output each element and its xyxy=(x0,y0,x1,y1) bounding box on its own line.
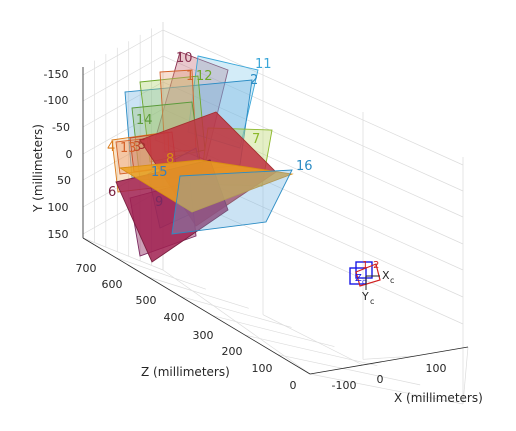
x-tick-label: 100 xyxy=(426,362,447,375)
plane-labels-layer: 10 112 121 14 7 4 133 15 5 9 6 8 16 xyxy=(107,51,313,210)
z-tick-label: 200 xyxy=(222,345,243,358)
grid-line xyxy=(245,334,378,367)
y-tick-label: -50 xyxy=(52,121,70,134)
y-tick-label: -100 xyxy=(44,94,69,107)
plane-label-8: 8 xyxy=(166,152,174,167)
plane-label-15: 15 xyxy=(151,165,168,180)
camera-z-label: Z xyxy=(355,273,362,284)
grid-line xyxy=(362,355,416,360)
camera-z-sub: c xyxy=(362,278,366,286)
grid-line xyxy=(262,314,363,366)
grid-line xyxy=(115,257,206,290)
plane-label-10: 10 xyxy=(176,51,193,66)
plane-label-12: 12 xyxy=(196,69,213,84)
camera-x-label: X xyxy=(382,269,390,282)
z-tick-label: 700 xyxy=(76,262,97,275)
plane-label-14: 14 xyxy=(136,113,153,128)
grid-line xyxy=(82,55,464,192)
z-tick-label: 0 xyxy=(290,379,297,392)
x-axis-line xyxy=(309,346,469,375)
grid-line xyxy=(82,81,464,218)
axes-layer xyxy=(82,67,469,375)
plane-label-16: 16 xyxy=(296,159,313,174)
plane-label-3: 3 xyxy=(133,140,141,155)
plane-label-4: 4 xyxy=(107,140,115,155)
camera-mark-2: 2 xyxy=(373,260,379,271)
camera-lens xyxy=(355,263,381,287)
z-tick-label: 100 xyxy=(252,362,273,375)
camera-body-back xyxy=(355,261,373,279)
z-tick-label: 500 xyxy=(136,294,157,307)
plane-label-1: 1 xyxy=(186,69,194,84)
x-tick-label: -100 xyxy=(332,379,357,392)
x-axis-label: X (millimeters) xyxy=(394,391,483,405)
plane-label-11: 11 xyxy=(255,57,272,72)
grid-line xyxy=(462,346,469,405)
grid-line xyxy=(212,315,335,347)
calibration-plane-16 xyxy=(171,169,293,235)
plane-label-2: 2 xyxy=(250,73,258,88)
y-tick-label: 150 xyxy=(48,228,69,241)
calibration-plane-8 xyxy=(118,159,294,213)
y-tick-label: 0 xyxy=(66,148,73,161)
z-tick-label: 300 xyxy=(193,329,214,342)
z-axis-label: Z (millimeters) xyxy=(141,365,230,379)
y-axis-label: Y (millimeters) xyxy=(31,124,45,213)
camera-y-label: Y xyxy=(361,290,369,303)
grid-line xyxy=(309,373,464,405)
plane-label-7: 7 xyxy=(252,132,260,147)
y-tick-label: 50 xyxy=(57,174,71,187)
z-tick-label: 600 xyxy=(102,278,123,291)
grid-line xyxy=(82,237,164,271)
plane-label-5: 5 xyxy=(138,138,146,153)
z-tick-label: 400 xyxy=(164,311,185,324)
grid-line xyxy=(180,295,292,328)
ticks-layer: -150-100-5005010015070060050040030020010… xyxy=(44,68,447,392)
y-tick-label: 100 xyxy=(48,201,69,214)
y-tick-label: -150 xyxy=(44,68,69,81)
plane-label-9: 9 xyxy=(155,195,163,210)
grid-line xyxy=(162,269,311,375)
camera-mark-1: 1 xyxy=(362,260,368,271)
camera-y-sub: c xyxy=(370,297,374,306)
grid-line xyxy=(147,276,249,309)
camera-x-sub: c xyxy=(390,276,394,285)
planes-layer xyxy=(111,51,294,263)
grid-line xyxy=(82,108,464,245)
grid-line xyxy=(277,354,421,386)
plane-label-13: 13 xyxy=(120,141,137,156)
z-axis-line xyxy=(82,237,311,375)
grid-line xyxy=(82,29,464,166)
plane-label-6: 6 xyxy=(108,185,116,200)
x-tick-label: 0 xyxy=(377,373,384,386)
